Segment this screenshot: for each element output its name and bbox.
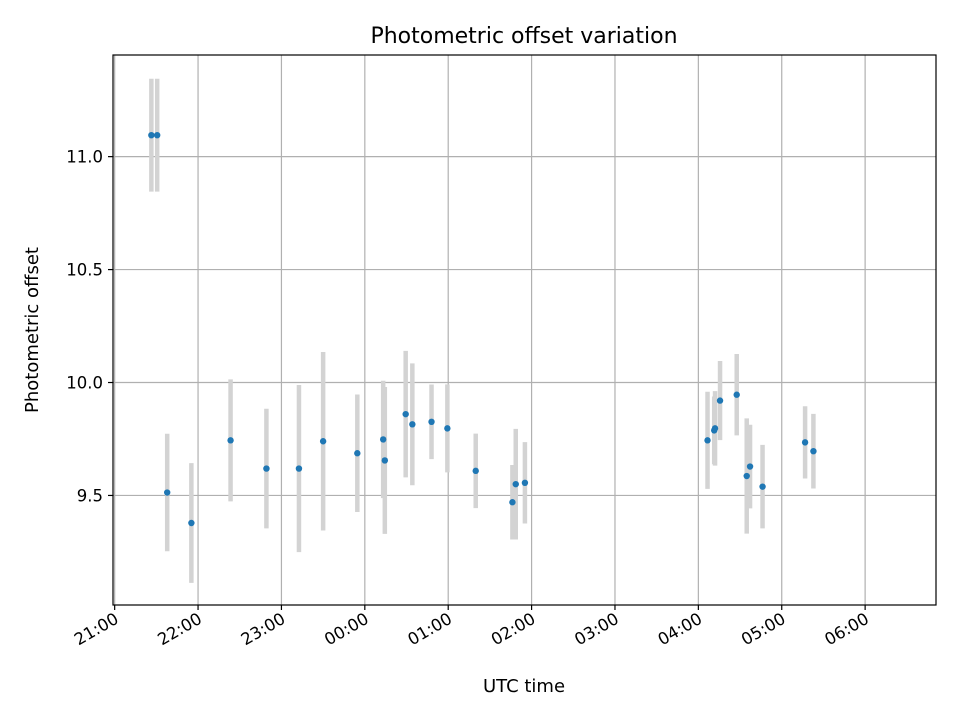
y-axis-label: Photometric offset <box>22 247 43 413</box>
data-point <box>521 479 529 487</box>
error-bars <box>149 78 816 583</box>
data-point <box>409 421 416 428</box>
data-point <box>743 472 750 480</box>
x-tick-label: 00:00 <box>321 609 372 649</box>
data-point <box>746 463 754 470</box>
data-points <box>148 131 817 527</box>
x-tick-label: 02:00 <box>488 609 539 649</box>
data-point <box>319 438 327 445</box>
x-tick-label: 06:00 <box>821 609 872 649</box>
data-point <box>716 397 724 404</box>
data-point <box>379 436 387 443</box>
x-tick-label: 22:00 <box>154 609 205 649</box>
y-tick-label: 11.0 <box>66 148 103 167</box>
data-point <box>263 465 270 472</box>
data-point <box>381 457 389 464</box>
data-point <box>188 519 195 527</box>
x-tick-label: 04:00 <box>655 609 706 649</box>
data-point <box>509 499 516 506</box>
data-point <box>472 467 479 475</box>
chart-title: Photometric offset variation <box>370 24 677 49</box>
y-tick-label: 10.0 <box>66 374 103 393</box>
data-point <box>295 465 303 472</box>
data-point <box>227 437 234 444</box>
data-point <box>153 131 161 139</box>
data-point <box>512 480 519 488</box>
x-tick-label: 23:00 <box>238 609 289 649</box>
y-axis-ticks: 9.5 10.0 10.5 11.0 <box>66 148 113 505</box>
data-point <box>402 410 409 418</box>
data-point <box>759 483 766 490</box>
data-point <box>354 450 361 457</box>
data-point <box>428 418 435 426</box>
x-tick-label: 21:00 <box>71 609 122 649</box>
x-tick-label: 03:00 <box>571 609 622 649</box>
data-point <box>801 439 809 446</box>
data-point <box>733 391 740 398</box>
x-tick-label: 01:00 <box>405 609 456 649</box>
grid <box>113 55 936 605</box>
y-tick-label: 9.5 <box>77 486 103 505</box>
data-point <box>810 447 817 455</box>
y-tick-label: 10.5 <box>66 261 103 280</box>
x-tick-label: 05:00 <box>738 609 789 649</box>
data-point <box>163 489 171 496</box>
x-axis-ticks: 21:00 22:00 23:00 00:00 01:00 02:00 03:00 04:00… <box>71 605 872 649</box>
data-point <box>711 425 719 432</box>
data-point <box>704 437 711 444</box>
x-axis-label: UTC time <box>483 676 565 697</box>
data-point <box>148 131 155 139</box>
data-point <box>444 425 451 432</box>
plot-frame <box>112 54 937 606</box>
